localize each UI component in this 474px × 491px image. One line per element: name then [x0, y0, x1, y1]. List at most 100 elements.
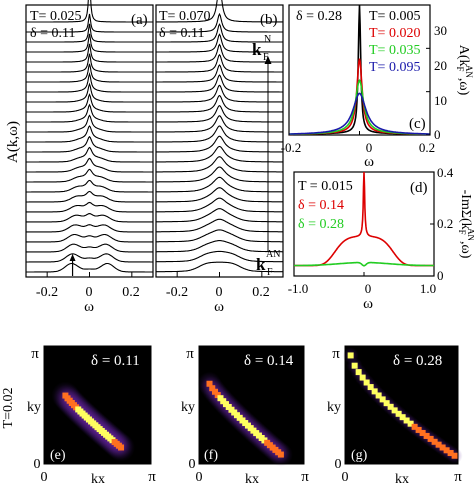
panel-c-ylabel-sup: AN	[464, 65, 474, 78]
panel-a-xlabel: ω	[84, 299, 94, 315]
kf-antinodal-sub: F	[267, 267, 273, 278]
panel-c-curves	[288, 4, 431, 136]
panel-e-doping: δ = 0.11	[91, 353, 140, 369]
panel-f-xtick-0: 0	[196, 470, 203, 485]
curvesA-curve	[26, 168, 153, 183]
panel-g-ylabel: ky	[327, 400, 341, 415]
panel-b-label: (b)	[260, 12, 278, 28]
panel-b-doping: δ = 0.11	[159, 26, 204, 41]
panel-e-xlabel: kx	[91, 472, 105, 487]
heatG-cell	[363, 379, 370, 386]
panel-f: δ = 0.14 (f) π 0 0 π ky kx	[181, 345, 309, 487]
kf-antinodal-label: k F AN	[256, 249, 280, 278]
curvesA-curve	[26, 33, 153, 53]
panel-c-ytick-30: 30	[434, 23, 447, 38]
heatG-cell	[447, 450, 454, 457]
heatF-cell	[214, 392, 221, 399]
panel-b-arrowhead	[264, 56, 272, 64]
panel-a-xtick-pos: 0.2	[122, 285, 140, 300]
heatG-cell	[411, 423, 418, 430]
curvesB-curve	[156, 84, 283, 103]
heatF-cell	[206, 380, 213, 387]
panel-f-xtick-pi: π	[301, 469, 309, 485]
panel-d-xtick-zero: 0	[365, 281, 372, 296]
curvesB-curve	[156, 176, 283, 193]
panel-c-label: (c)	[409, 116, 426, 132]
panel-d-xtick-neg: -1.0	[288, 281, 309, 296]
panel-f-ytick-0: 0	[189, 457, 196, 472]
panel-d-yticks: 0 0.2 0.4	[437, 165, 454, 283]
curvesA-curve	[25, 243, 154, 253]
panel-e-ytick-pi: π	[31, 346, 39, 362]
panel-e-xtick-pi: π	[148, 469, 156, 485]
curvesA-curve	[26, 125, 153, 143]
panel-d-ylabel: -ImΣ(kFAN,ω)	[457, 190, 474, 259]
svg-text:ky: ky	[27, 400, 41, 415]
panel-a-doping: δ = 0.11	[30, 26, 75, 41]
panel-f-heatmap	[197, 371, 293, 467]
panel-a-xtick-neg: -0.2	[36, 285, 58, 300]
panel-a-label: (a)	[131, 12, 148, 28]
curvesA-curve	[26, 72, 153, 93]
heatG-cell	[451, 452, 458, 459]
panel-d-ytick-0: 0	[437, 268, 444, 283]
panel-d-temperature: T = 0.015	[298, 179, 353, 194]
heatG-cell	[427, 435, 434, 442]
panel-c-xticks: -0.2 0 0.2	[281, 140, 435, 155]
panel-e-frame	[43, 345, 152, 465]
curvesB-curve	[156, 156, 283, 173]
curvesA-curve	[26, 53, 153, 73]
curvesB-curve	[156, 166, 283, 183]
heatG-cell	[443, 447, 450, 454]
heatG-cell	[419, 429, 426, 436]
curvesA-curve	[25, 201, 154, 213]
panel-d-xlabel: ω	[363, 296, 373, 312]
curvesB-curve	[156, 104, 283, 123]
panel-e: δ = 0.11 (e) π 0 0 π ky kx	[27, 345, 156, 487]
side-peak-arrowhead	[69, 254, 76, 261]
panel-f-ytick-pi: π	[186, 346, 194, 362]
legend-t-0005: T= 0.005	[369, 9, 420, 24]
panel-b-temperature: T= 0.070	[159, 9, 210, 24]
panel-d-ylabel-sub: F	[457, 230, 467, 235]
curvesB-curve	[156, 135, 283, 153]
panel-g-frame	[344, 345, 459, 465]
panel-e-ylabel: ky	[27, 400, 41, 415]
curvesB-curve	[156, 187, 283, 203]
curvesB-curve	[156, 197, 283, 213]
curvesA-curve	[26, 157, 153, 173]
panel-b: (b) T= 0.070 δ = 0.11 k F N k F AN -0.2 …	[155, 0, 284, 315]
curvesA-curve	[26, 82, 153, 103]
panel-a-xtick-zero: 0	[86, 285, 93, 300]
kf-nodal-base: k	[252, 40, 262, 59]
panel-e-xtick-0: 0	[41, 470, 48, 485]
panel-a: (a) T= 0.025 δ = 0.11 A(k,ω) -0.2 0 0.2 …	[5, 0, 154, 315]
curvesB-curve	[156, 208, 283, 223]
heatG-cell	[347, 352, 354, 359]
curvesB-curve	[156, 125, 283, 143]
curvesB-curve	[156, 0, 283, 23]
curvesB-curve	[156, 33, 283, 53]
panel-d-label: (d)	[410, 180, 428, 196]
panel-g: δ = 0.28 (g) π 0 0 π ky kx	[327, 345, 463, 487]
legend-t-0020: T= 0.020	[369, 26, 420, 41]
heatG-cell	[359, 374, 366, 381]
panel-c-series	[289, 92, 430, 135]
panel-g-ytick-0: 0	[335, 457, 342, 472]
panel-e-heatmap	[51, 381, 136, 462]
curvesA-curve	[26, 213, 153, 223]
curvesB-curve	[156, 64, 283, 83]
panel-d-xticks: -1.0 0 1.0	[288, 281, 436, 296]
curvesA-curve	[26, 146, 153, 163]
heatG-cell	[415, 426, 422, 433]
panel-a-ylabel: A(k,ω)	[5, 121, 21, 163]
panel-c-ylabel-post: ,ω)	[456, 78, 471, 96]
heatG-cell	[375, 392, 382, 399]
legend-delta-014: δ = 0.14	[298, 198, 344, 213]
heatF-cell	[211, 388, 218, 395]
panel-d-ytick-02: 0.2	[437, 216, 453, 231]
panel-g-ytick-pi: π	[332, 346, 340, 362]
kf-antinodal-base: k	[256, 255, 266, 274]
panel-b-xlabel: ω	[214, 299, 224, 315]
panel-f-frame	[198, 345, 305, 465]
